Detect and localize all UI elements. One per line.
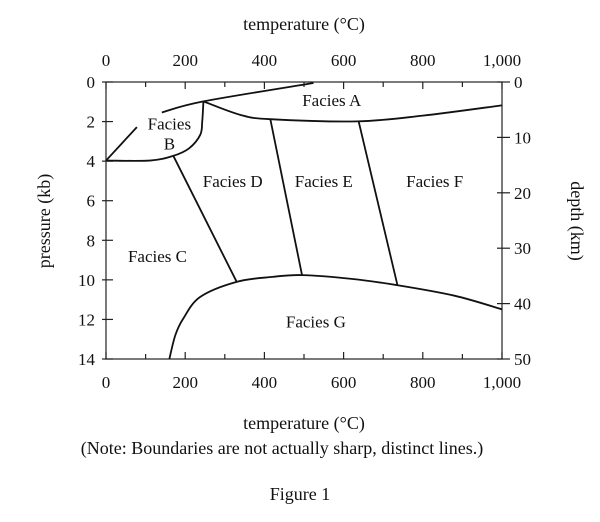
x-tick-label-bottom: 400	[252, 373, 278, 392]
y-tick-label: 4	[87, 152, 96, 171]
x-tick-label-top: 0	[102, 51, 111, 70]
y2-tick-label: 30	[514, 239, 531, 258]
x-tick-label-top: 600	[331, 51, 357, 70]
x-tick-label-top: 800	[410, 51, 436, 70]
boundary-g-top	[168, 274, 503, 360]
y-tick-label: 8	[87, 231, 96, 250]
y2-tick-label: 50	[514, 350, 531, 369]
x-tick-label-bottom: 800	[410, 373, 436, 392]
x-tick-label-bottom: 1,000	[483, 373, 521, 392]
x-tick-label-top: 1,000	[483, 51, 521, 70]
y-tick-label: 14	[78, 350, 96, 369]
boundary-b-left	[105, 126, 138, 162]
region-label: B	[164, 134, 175, 153]
boundary-a-bottom	[203, 100, 503, 123]
y-axis-title: pressure (kb)	[34, 174, 55, 268]
x-tick-label-bottom: 200	[172, 373, 198, 392]
x-tick-label-top: 400	[252, 51, 278, 70]
region-label: Facies D	[203, 172, 263, 191]
y2-tick-label: 40	[514, 295, 531, 314]
top-axis-title: temperature (°C)	[243, 14, 365, 35]
y-tick-label: 2	[87, 113, 96, 132]
note: (Note: Boundaries are not actually sharp…	[81, 438, 483, 459]
boundary-e-f	[357, 121, 399, 286]
region-label: Facies	[148, 115, 191, 134]
y2-tick-label: 0	[514, 73, 523, 92]
boundary-a-top	[161, 82, 314, 114]
x-tick-label-top: 200	[172, 51, 198, 70]
boundary-d-e	[269, 119, 303, 276]
region-label: Facies F	[406, 172, 463, 191]
region-label: Facies E	[295, 172, 353, 191]
x-tick-label-bottom: 0	[102, 373, 111, 392]
y2-tick-label: 20	[514, 184, 531, 203]
x-tick-label-bottom: 600	[331, 373, 357, 392]
y-tick-label: 12	[78, 310, 95, 329]
figure-caption: Figure 1	[270, 484, 331, 504]
y-tick-label: 0	[87, 73, 96, 92]
y-tick-label: 10	[78, 271, 95, 290]
boundary-c-d	[172, 155, 238, 283]
region-label: Facies G	[286, 312, 346, 331]
boundary-b-right	[105, 101, 205, 162]
region-label: Facies A	[302, 91, 362, 110]
region-label: Facies C	[128, 247, 187, 266]
y2-tick-label: 10	[514, 128, 531, 147]
y-tick-label: 6	[87, 192, 96, 211]
bottom-axis-title: temperature (°C)	[243, 413, 365, 434]
y2-axis-title: depth (km)	[566, 181, 587, 260]
